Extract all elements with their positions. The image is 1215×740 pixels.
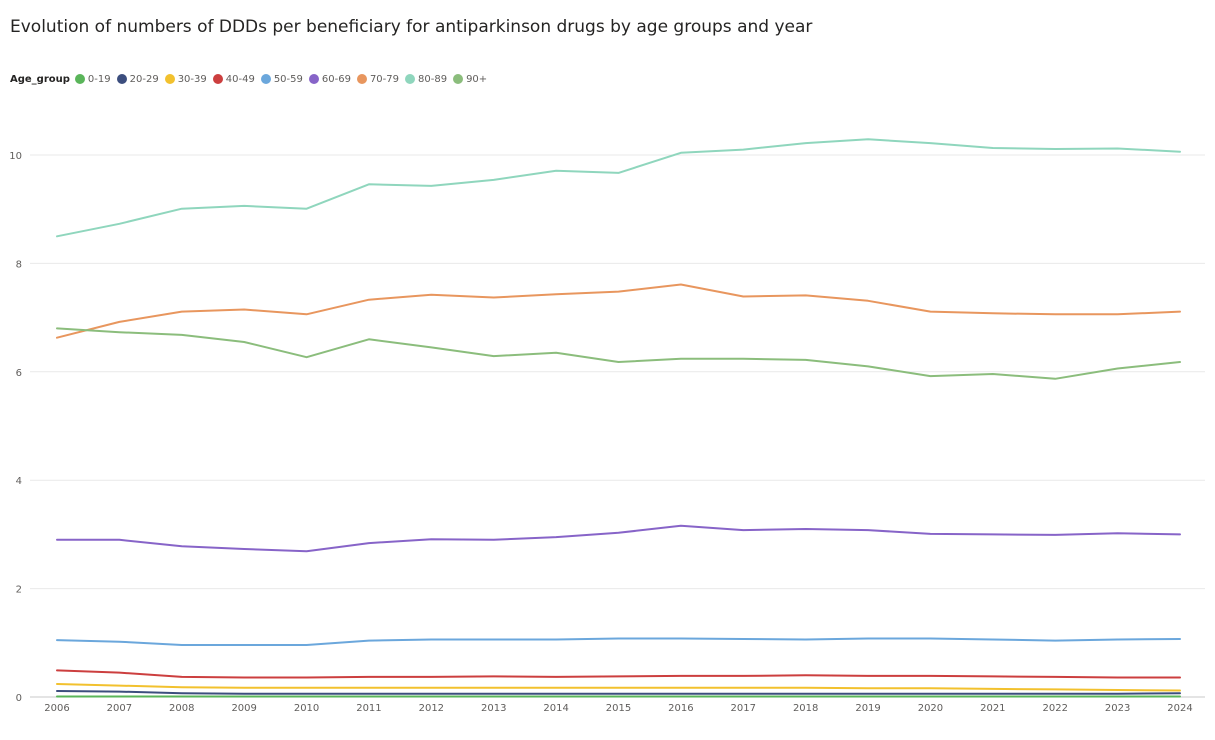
series-line-20-29 bbox=[56, 690, 1181, 695]
legend-label: 70-79 bbox=[369, 73, 399, 85]
y-tick-label: 8 bbox=[16, 259, 22, 270]
series-line-30-39 bbox=[56, 683, 1181, 692]
series-line-60-69 bbox=[56, 524, 1181, 553]
legend-label: 40-49 bbox=[225, 73, 255, 85]
legend-item-90+[interactable]: 90+ bbox=[453, 74, 487, 85]
x-tick-label: 2022 bbox=[1042, 703, 1067, 714]
legend[interactable]: Age_group 0-19 20-29 30-39 40-49 50-59 60-69 7… bbox=[10, 72, 493, 86]
x-tick-label: 2021 bbox=[980, 703, 1005, 714]
series-line-70-79 bbox=[56, 283, 1181, 339]
legend-marker bbox=[164, 74, 175, 84]
x-tick-label: 2006 bbox=[44, 703, 69, 714]
x-tick-label: 2023 bbox=[1105, 703, 1130, 714]
series-line-80-89 bbox=[56, 138, 1181, 238]
legend-marker bbox=[308, 74, 319, 84]
legend-item-30-39[interactable]: 30-39 bbox=[164, 73, 207, 85]
x-tick-label: 2015 bbox=[606, 703, 631, 714]
legend-label: 0-19 bbox=[87, 73, 111, 85]
legend-marker bbox=[356, 74, 367, 84]
y-tick-label: 10 bbox=[9, 151, 22, 162]
legend-item-0-19[interactable]: 0-19 bbox=[74, 73, 111, 85]
legend-label: 60-69 bbox=[321, 73, 351, 85]
legend-marker bbox=[260, 74, 271, 84]
legend-item-50-59[interactable]: 50-59 bbox=[260, 73, 303, 85]
x-tick-label: 2019 bbox=[855, 703, 880, 714]
legend-label: 30-39 bbox=[177, 73, 207, 85]
x-tick-label: 2016 bbox=[668, 703, 693, 714]
series-line-50-59 bbox=[56, 637, 1181, 646]
series-line-90+ bbox=[56, 327, 1181, 380]
x-tick-label: 2008 bbox=[169, 703, 194, 714]
legend-marker bbox=[405, 74, 415, 84]
legend-marker bbox=[74, 74, 85, 84]
y-tick-label: 0 bbox=[16, 693, 22, 704]
y-tick-label: 2 bbox=[16, 585, 22, 596]
x-tick-label: 2017 bbox=[731, 703, 756, 714]
legend-marker bbox=[116, 74, 127, 84]
legend-item-70-79[interactable]: 70-79 bbox=[356, 73, 399, 85]
legend-title: Age_group bbox=[10, 73, 70, 85]
x-tick-label: 2020 bbox=[918, 703, 943, 714]
legend-item-80-89[interactable]: 80-89 bbox=[405, 74, 447, 85]
legend-marker bbox=[453, 74, 464, 84]
x-tick-label: 2012 bbox=[419, 703, 444, 714]
series-line-40-49 bbox=[56, 669, 1181, 679]
legend-item-20-29[interactable]: 20-29 bbox=[116, 73, 159, 85]
legend-label: 50-59 bbox=[273, 73, 303, 85]
x-tick-label: 2007 bbox=[107, 703, 132, 714]
legend-item-40-49[interactable]: 40-49 bbox=[212, 73, 255, 85]
legend-label: 90+ bbox=[466, 73, 488, 85]
x-tick-label: 2011 bbox=[356, 703, 381, 714]
y-tick-label: 4 bbox=[16, 476, 22, 487]
x-tick-label: 2018 bbox=[793, 703, 818, 714]
legend-item-60-69[interactable]: 60-69 bbox=[308, 73, 351, 85]
legend-items[interactable]: 0-19 20-29 30-39 40-49 50-59 60-69 70-79 80-89 9… bbox=[74, 73, 493, 85]
legend-label: 20-29 bbox=[129, 73, 159, 85]
legend-label: 80-89 bbox=[418, 73, 448, 85]
x-tick-label: 2024 bbox=[1167, 703, 1192, 714]
y-tick-label: 6 bbox=[16, 368, 22, 379]
x-tick-label: 2010 bbox=[294, 703, 319, 714]
x-tick-label: 2014 bbox=[543, 703, 568, 714]
x-tick-label: 2013 bbox=[481, 703, 506, 714]
legend-marker bbox=[212, 74, 223, 84]
x-tick-label: 2009 bbox=[231, 703, 256, 714]
chart-title: Evolution of numbers of DDDs per benefic… bbox=[10, 17, 813, 37]
